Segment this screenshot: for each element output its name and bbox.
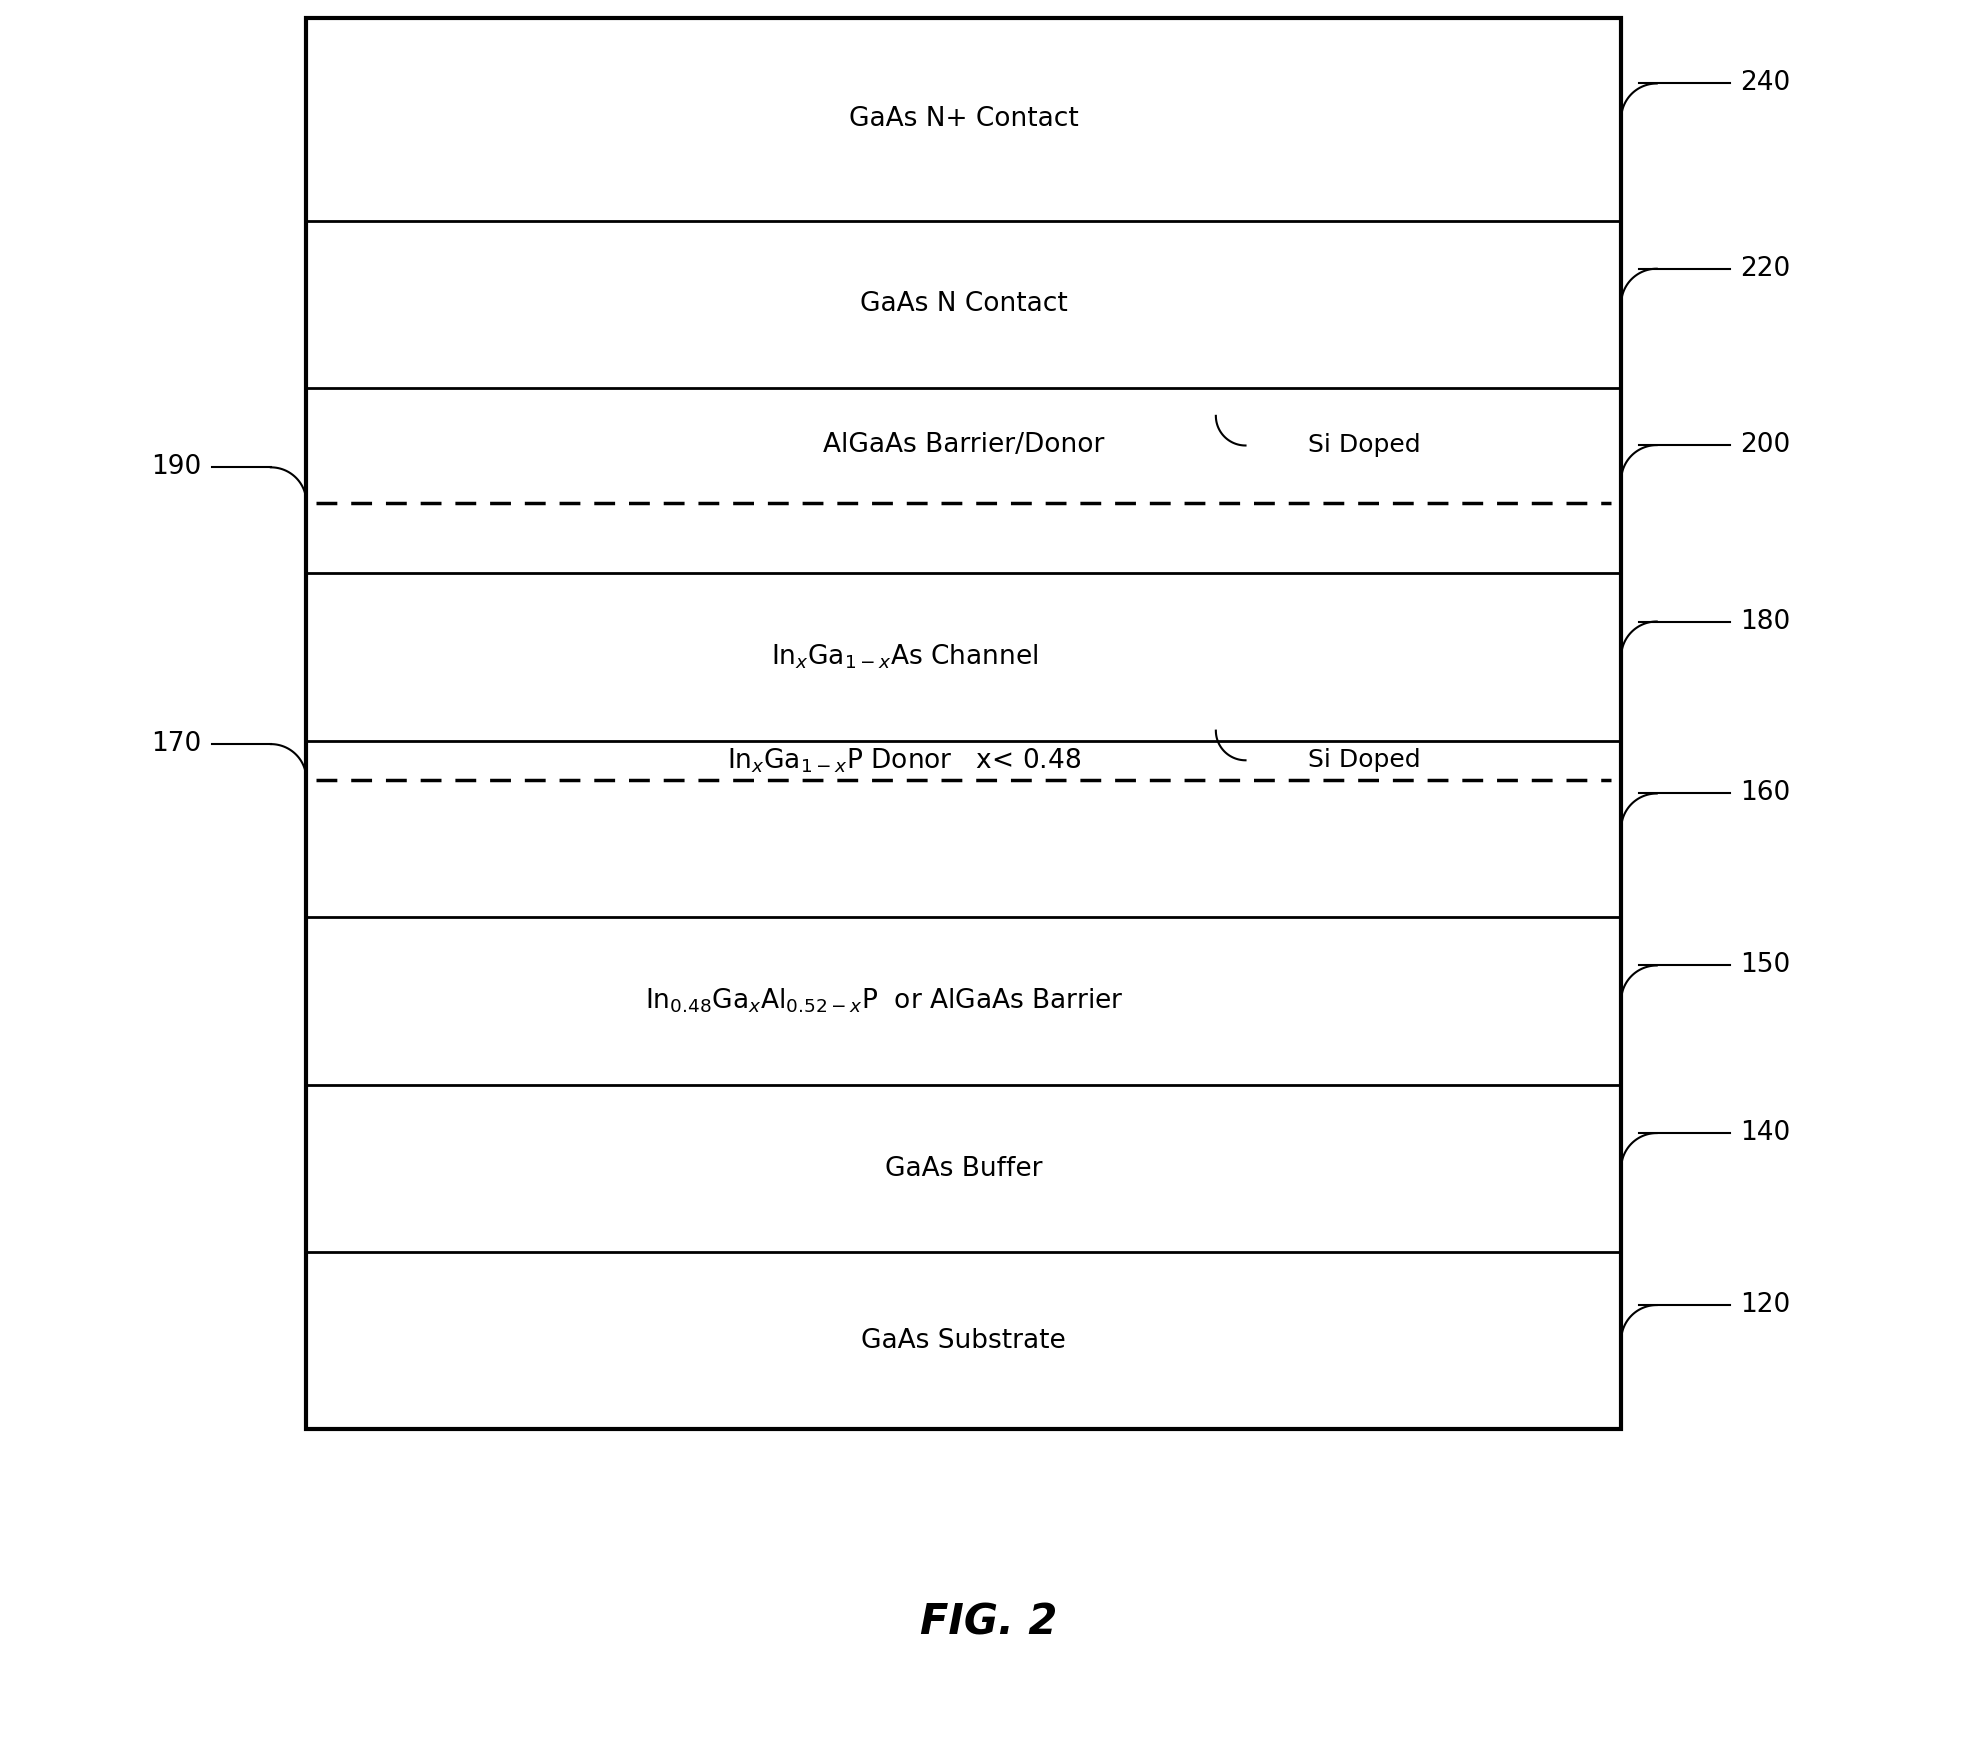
Text: 200: 200 xyxy=(1740,432,1789,459)
Text: GaAs Buffer: GaAs Buffer xyxy=(886,1155,1042,1182)
Text: 180: 180 xyxy=(1740,609,1789,635)
Text: 190: 190 xyxy=(152,455,202,480)
Text: AlGaAs Barrier/Donor: AlGaAs Barrier/Donor xyxy=(822,432,1105,459)
Text: 240: 240 xyxy=(1740,71,1789,97)
Text: 120: 120 xyxy=(1740,1291,1789,1318)
Text: GaAs Substrate: GaAs Substrate xyxy=(862,1328,1066,1353)
Text: In$_{0.48}$Ga$_x$Al$_{0.52-x}$P  or AlGaAs Barrier: In$_{0.48}$Ga$_x$Al$_{0.52-x}$P or AlGaA… xyxy=(645,986,1125,1016)
Text: 150: 150 xyxy=(1740,953,1789,979)
Bar xyxy=(306,18,1621,1429)
Text: In$_x$Ga$_{1-x}$P Donor   x< 0.48: In$_x$Ga$_{1-x}$P Donor x< 0.48 xyxy=(728,746,1081,774)
Text: GaAs N Contact: GaAs N Contact xyxy=(860,291,1068,318)
Text: Si Doped: Si Doped xyxy=(1309,434,1419,457)
Text: Si Doped: Si Doped xyxy=(1309,748,1419,773)
Text: In$_x$Ga$_{1-x}$As Channel: In$_x$Ga$_{1-x}$As Channel xyxy=(771,642,1038,672)
Text: 170: 170 xyxy=(152,730,202,757)
Text: 140: 140 xyxy=(1740,1120,1789,1147)
Text: 160: 160 xyxy=(1740,780,1789,806)
Text: 220: 220 xyxy=(1740,256,1789,282)
Text: FIG. 2: FIG. 2 xyxy=(919,1602,1058,1644)
Text: GaAs N+ Contact: GaAs N+ Contact xyxy=(848,106,1079,132)
